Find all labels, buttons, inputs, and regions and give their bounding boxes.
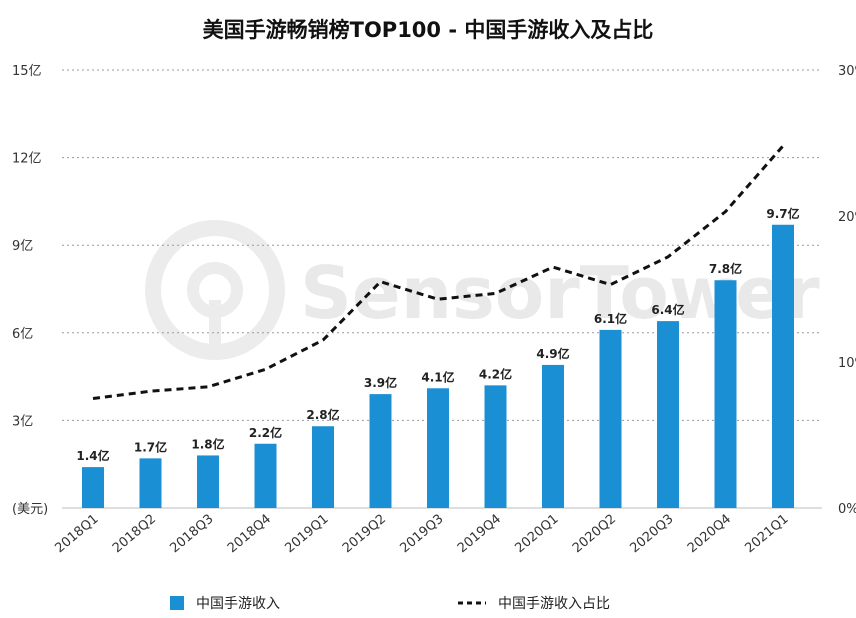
watermark-logo-stem [209,300,221,350]
bar-value-label: 2.2亿 [249,425,282,440]
y-left-tick-label: 12亿 [12,152,42,167]
bar [714,280,737,508]
x-tick-label: 2019Q1 [282,512,331,557]
bar [657,321,679,508]
y-left-tick-label: 9亿 [12,239,33,254]
y-right-tick-label: 20% [838,210,856,225]
bar [254,443,277,508]
bar-value-label: 6.4亿 [651,302,684,317]
bar-value-label: 4.9亿 [536,346,569,361]
bar [484,385,507,508]
legend-label-bar: 中国手游收入 [196,596,280,612]
watermark-logo-ring [145,220,285,360]
bar [197,455,219,508]
x-tick-label: 2019Q4 [455,512,504,557]
bar [82,467,104,508]
bar-value-label: 6.1亿 [594,311,627,326]
bar-series: 1.4亿 1.7亿 1.8亿 2.2亿 2.8亿 3.9亿 4.1亿 4.2亿 4.9亿 6.1亿… [76,206,800,508]
x-tick-label: 2020Q1 [512,512,561,557]
bar [772,224,794,508]
x-tick-label: 2018Q2 [110,512,159,557]
bar-value-label: 1.4亿 [76,448,109,463]
bar-value-label: 1.8亿 [191,436,224,451]
bar [312,426,334,508]
legend: 中国手游收入 中国手游收入占比 [170,596,610,612]
x-tick-label: 2020Q2 [570,512,619,557]
bar-value-label: 1.7亿 [134,439,167,454]
x-tick-label: 2018Q3 [167,512,216,557]
bar-value-label: 4.2亿 [479,366,512,381]
y-left-tick-label: (美元) [12,502,48,517]
bar-value-label: 4.1亿 [421,369,454,384]
bar-value-label: 3.9亿 [364,375,397,390]
x-tick-label: 2019Q2 [340,512,389,557]
x-tick-label: 2018Q1 [52,512,101,557]
chart-title: 美国手游畅销榜TOP100 - 中国手游收入及占比 [202,18,654,42]
x-tick-label: 2021Q1 [742,512,791,557]
legend-label-line: 中国手游收入占比 [498,596,610,612]
y-right-tick-label: 0% [838,502,856,517]
y-left-tick-label: 3亿 [12,414,33,429]
y-right-tick-label: 10% [838,356,856,371]
y-left-tick-label: 6亿 [12,327,33,342]
bar [542,364,564,508]
bar-value-label: 2.8亿 [306,407,339,422]
line-series [92,144,785,400]
x-tick-label: 2020Q4 [685,512,734,557]
bar-value-label: 9.7亿 [766,206,799,221]
x-tick-label: 2020Q3 [627,512,676,557]
y-right-tick-label: 30% [838,64,856,79]
x-tick-label: 2019Q3 [397,512,446,557]
bar-value-label: 7.8亿 [709,261,742,276]
legend-swatch-bar [170,596,184,610]
bar [139,458,162,508]
bar [369,394,392,508]
bar [599,329,622,508]
x-tick-label: 2018Q4 [225,512,274,557]
bar [427,388,449,508]
y-left-tick-label: 15亿 [12,64,42,79]
